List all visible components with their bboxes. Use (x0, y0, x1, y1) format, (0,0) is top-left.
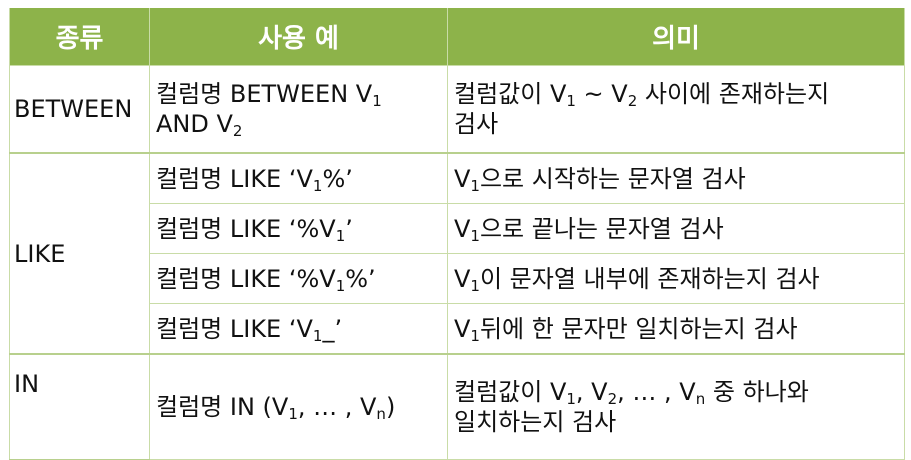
header-kind: 종류 (9, 8, 150, 66)
header-row: 종류 사용 예 의미 (9, 8, 905, 66)
kind-like: LIKE (9, 152, 150, 355)
meaning-in: 컬럼값이 V1, V2, … , Vn 중 하나와 일치하는지 검사 (447, 353, 905, 460)
usage-in: 컬럼명 IN (V1, … , Vn) (149, 353, 448, 460)
sql-operator-table: 종류 사용 예 의미 BETWEEN 컬럼명 BETWEEN V1 AND V2… (9, 8, 905, 460)
table-row-like-4: 컬럼명 LIKE ‘V1_’ V1뒤에 한 문자만 일치하는지 검사 (10, 303, 905, 355)
meaning-like-4: V1뒤에 한 문자만 일치하는지 검사 (447, 303, 905, 355)
table-row-like-1: LIKE 컬럼명 LIKE ‘V1%’ V1으로 시작하는 문자열 검사 (9, 152, 905, 355)
header-meaning: 의미 (447, 8, 905, 66)
table-row-between: BETWEEN 컬럼명 BETWEEN V1 AND V2 컬럼값이 V1 ~ … (9, 65, 905, 154)
kind-between: BETWEEN (9, 65, 150, 154)
kind-in: IN (9, 353, 150, 460)
usage-like-4: 컬럼명 LIKE ‘V1_’ (149, 303, 448, 355)
table-row-in: IN 컬럼명 IN (V1, … , Vn) 컬럼값이 V1, V2, … , … (9, 353, 905, 460)
meaning-like-2: V1으로 끝나는 문자열 검사 (447, 203, 905, 254)
meaning-like-3: V1이 문자열 내부에 존재하는지 검사 (447, 253, 905, 304)
table-row-like-3: 컬럼명 LIKE ‘%V1%’ V1이 문자열 내부에 존재하는지 검사 (10, 253, 905, 304)
header-usage: 사용 예 (149, 8, 448, 66)
meaning-like-1: V1으로 시작하는 문자열 검사 (447, 152, 905, 204)
table-row-like-2: 컬럼명 LIKE ‘%V1’ V1으로 끝나는 문자열 검사 (10, 203, 905, 254)
usage-between: 컬럼명 BETWEEN V1 AND V2 (149, 65, 448, 154)
meaning-between: 컬럼값이 V1 ~ V2 사이에 존재하는지 검사 (447, 65, 905, 154)
usage-like-2: 컬럼명 LIKE ‘%V1’ (149, 203, 448, 254)
usage-like-1: 컬럼명 LIKE ‘V1%’ (149, 152, 448, 204)
usage-like-3: 컬럼명 LIKE ‘%V1%’ (149, 253, 448, 304)
